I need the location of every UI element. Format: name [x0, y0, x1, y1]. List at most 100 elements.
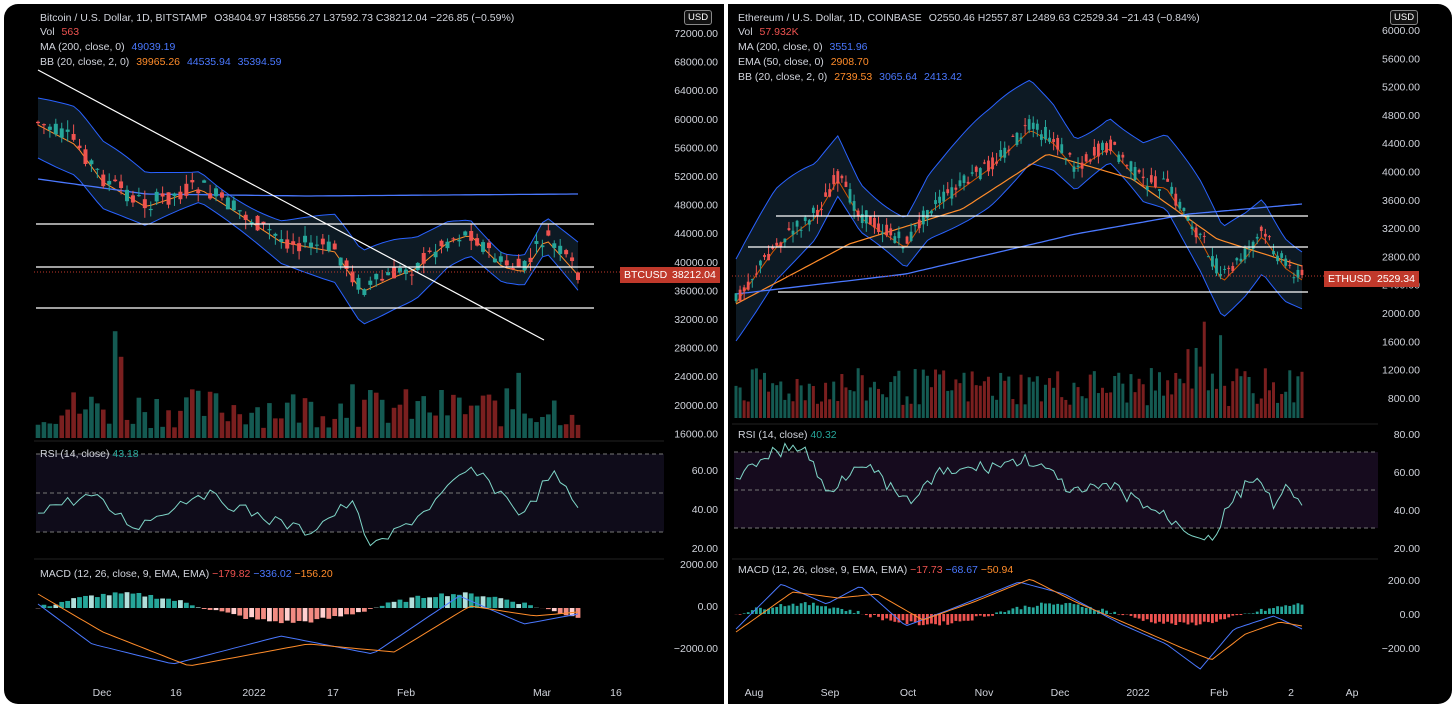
- volume-bar: [290, 394, 296, 438]
- candle-body: [925, 210, 929, 219]
- candle-body: [1076, 165, 1080, 167]
- candle-body: [1158, 189, 1161, 191]
- volume-bar: [302, 398, 308, 438]
- candle-body: [848, 189, 852, 203]
- macd-histogram-bar: [1194, 614, 1198, 626]
- macd-histogram-bar: [1190, 614, 1194, 623]
- candle-body: [219, 192, 224, 198]
- candle-body: [771, 246, 775, 249]
- volume-bar: [53, 423, 59, 438]
- volume-bar: [791, 401, 795, 418]
- macd-histogram-bar: [391, 601, 397, 608]
- candle-body: [1194, 227, 1198, 238]
- candle-body: [148, 208, 153, 211]
- macd-histogram-bar: [999, 611, 1003, 614]
- volume-bar: [738, 387, 742, 418]
- rsi-axis-tick: 60.00: [692, 465, 718, 477]
- volume-bar: [540, 416, 545, 438]
- time-axis-tick: Dec: [1051, 687, 1070, 699]
- macd-histogram-bar: [272, 608, 278, 622]
- candle-body: [59, 128, 64, 138]
- candle-body: [1296, 269, 1300, 278]
- volume-bar: [986, 376, 990, 418]
- rsi-axis-tick: 40.00: [692, 504, 718, 516]
- macd-histogram-bar: [783, 606, 787, 614]
- macd-histogram-bar: [118, 593, 124, 608]
- macd-histogram-bar: [1044, 603, 1047, 614]
- macd-histogram-bar: [189, 605, 195, 608]
- macd-histogram-bar: [1039, 602, 1043, 614]
- macd-histogram-bar: [154, 598, 160, 608]
- macd-histogram-bar: [1003, 612, 1007, 614]
- macd-hist-value: −17.73: [910, 564, 943, 576]
- macd-histogram-bar: [856, 610, 860, 614]
- candle-body: [166, 192, 171, 205]
- ma-value: 3551.96: [829, 41, 868, 53]
- btc-chart-canvas[interactable]: 72000.00 68000.00 64000.00 60000.00 56000.00…: [4, 4, 724, 704]
- price-axis-tick: 36000.00: [674, 285, 718, 297]
- volume-bar: [1174, 372, 1178, 418]
- volume-bar: [905, 396, 909, 418]
- macd-histogram-bar: [816, 605, 819, 614]
- price-axis-tick: 4800.00: [1382, 110, 1420, 122]
- bb-lower-line: [735, 162, 1303, 342]
- btc-ma-legend: MA (200, close, 0) 49039.19: [40, 41, 179, 53]
- macd-histogram-bar: [1011, 608, 1015, 614]
- time-axis-tick: 2022: [242, 687, 266, 699]
- volume-bar: [1145, 405, 1149, 418]
- price-axis-tick: 68000.00: [674, 57, 718, 69]
- candle-body: [1215, 258, 1218, 274]
- candle-body: [1288, 264, 1292, 266]
- candle-body: [754, 273, 758, 275]
- macd-histogram-bar: [1166, 614, 1170, 622]
- macd-histogram-bar: [1219, 614, 1222, 620]
- volume-bar: [1039, 401, 1043, 418]
- macd-histogram-bar: [775, 606, 779, 614]
- btc-currency-badge[interactable]: USD: [684, 10, 713, 25]
- rsi-axis-tick: 80.00: [1394, 429, 1420, 441]
- macd-histogram-bar: [942, 614, 946, 622]
- volume-bar: [803, 400, 807, 418]
- price-axis-tick: 24000.00: [674, 371, 718, 383]
- candle-body: [41, 124, 46, 126]
- candle-body: [930, 210, 933, 214]
- candle-body: [380, 278, 385, 281]
- candle-body: [1105, 143, 1108, 153]
- candle-body: [1247, 247, 1251, 249]
- volume-bar: [296, 422, 302, 438]
- volume-bar: [864, 400, 868, 418]
- macd-histogram-bar: [83, 595, 88, 608]
- macd-histogram-bar: [450, 594, 456, 608]
- candle-body: [881, 232, 884, 234]
- volume-bar: [1121, 383, 1125, 418]
- candle-body: [1190, 226, 1194, 230]
- candle-body: [1068, 153, 1072, 155]
- candle-body: [1044, 126, 1047, 140]
- macd-histogram-bar: [112, 592, 118, 608]
- volume-bar: [974, 385, 978, 418]
- candle-body: [966, 181, 970, 184]
- volume-bar: [807, 383, 811, 418]
- volume-bar: [1296, 376, 1300, 418]
- price-axis-tick: 4000.00: [1382, 167, 1420, 179]
- candle-body: [897, 231, 901, 239]
- candle-body: [308, 242, 313, 248]
- volume-bar: [771, 383, 775, 418]
- btc-chart-panel[interactable]: 72000.00 68000.00 64000.00 60000.00 56000.00…: [4, 4, 724, 704]
- volume-bar: [433, 415, 438, 438]
- candle-body: [89, 160, 94, 165]
- volume-bar: [779, 381, 783, 418]
- candle-body: [775, 242, 779, 246]
- candle-body: [326, 241, 331, 251]
- volume-bar: [1235, 368, 1239, 418]
- candle-body: [1211, 256, 1214, 267]
- eth-currency-badge[interactable]: USD: [1390, 10, 1419, 25]
- volume-bar: [824, 382, 828, 418]
- volume-bar: [106, 423, 112, 438]
- candle-body: [397, 267, 402, 273]
- volume-bar: [1031, 381, 1035, 418]
- macd-histogram-bar: [1113, 611, 1117, 614]
- candle-body: [1117, 154, 1121, 162]
- eth-chart-panel[interactable]: 6000.00 5600.00 5200.00 4800.00 4400.00 4000.…: [728, 4, 1452, 704]
- eth-chart-canvas[interactable]: 6000.00 5600.00 5200.00 4800.00 4400.00 4000.…: [728, 4, 1452, 704]
